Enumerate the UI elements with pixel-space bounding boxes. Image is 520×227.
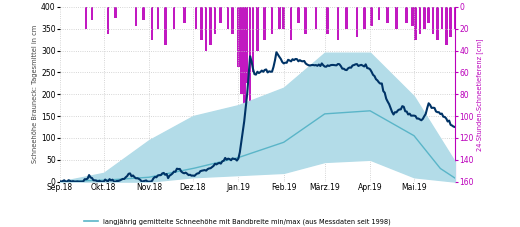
Bar — [363, 7, 366, 29]
Bar — [278, 7, 281, 29]
Bar — [173, 7, 175, 29]
Y-axis label: 24-Stunden-Schneetieferenz [cm]: 24-Stunden-Schneetieferenz [cm] — [476, 38, 483, 151]
Bar — [315, 7, 317, 29]
Bar — [378, 7, 380, 20]
Bar — [243, 7, 245, 105]
Bar — [205, 7, 207, 50]
Bar — [414, 7, 417, 39]
Bar — [90, 7, 93, 20]
Bar — [327, 7, 329, 34]
Bar — [219, 7, 222, 23]
Bar — [237, 7, 240, 67]
Bar — [423, 7, 425, 29]
Bar — [445, 7, 448, 45]
Y-axis label: Schneehöhe Brauneck: Tagesmittel in cm: Schneehöhe Brauneck: Tagesmittel in cm — [32, 25, 38, 163]
Bar — [107, 7, 109, 34]
Bar — [157, 7, 159, 29]
Bar — [271, 7, 274, 34]
Bar — [252, 7, 254, 72]
Bar — [264, 7, 266, 39]
Bar — [240, 7, 243, 94]
Bar — [345, 7, 348, 29]
Bar — [356, 7, 358, 37]
Bar — [419, 7, 421, 34]
Bar — [440, 7, 443, 29]
Bar — [427, 7, 430, 23]
Bar — [209, 7, 212, 45]
Bar — [436, 7, 439, 39]
Bar — [142, 7, 145, 20]
Bar — [114, 7, 116, 18]
Bar — [151, 7, 153, 39]
Bar — [290, 7, 292, 39]
Bar — [231, 7, 234, 34]
Bar — [85, 7, 87, 29]
Bar — [194, 7, 197, 29]
Bar — [406, 7, 408, 23]
Bar — [386, 7, 389, 23]
Bar — [282, 7, 285, 29]
Bar — [135, 7, 137, 27]
Bar — [164, 7, 166, 45]
Bar — [449, 7, 452, 37]
Bar — [304, 7, 307, 34]
Bar — [214, 7, 216, 34]
Bar — [370, 7, 373, 27]
Bar — [336, 7, 339, 39]
Bar — [256, 7, 259, 50]
Bar — [432, 7, 434, 34]
Bar — [249, 7, 251, 116]
Bar — [201, 7, 203, 39]
Bar — [411, 7, 414, 27]
Bar — [246, 7, 249, 83]
Bar — [453, 7, 457, 29]
Bar — [227, 7, 229, 29]
Bar — [297, 7, 300, 23]
Bar — [395, 7, 398, 29]
Bar — [183, 7, 186, 23]
Legend: langjährig gemittelte Schneehöhe mit Bandbreite min/max (aus Messdaten seit 1998: langjährig gemittelte Schneehöhe mit Ban… — [82, 215, 394, 227]
